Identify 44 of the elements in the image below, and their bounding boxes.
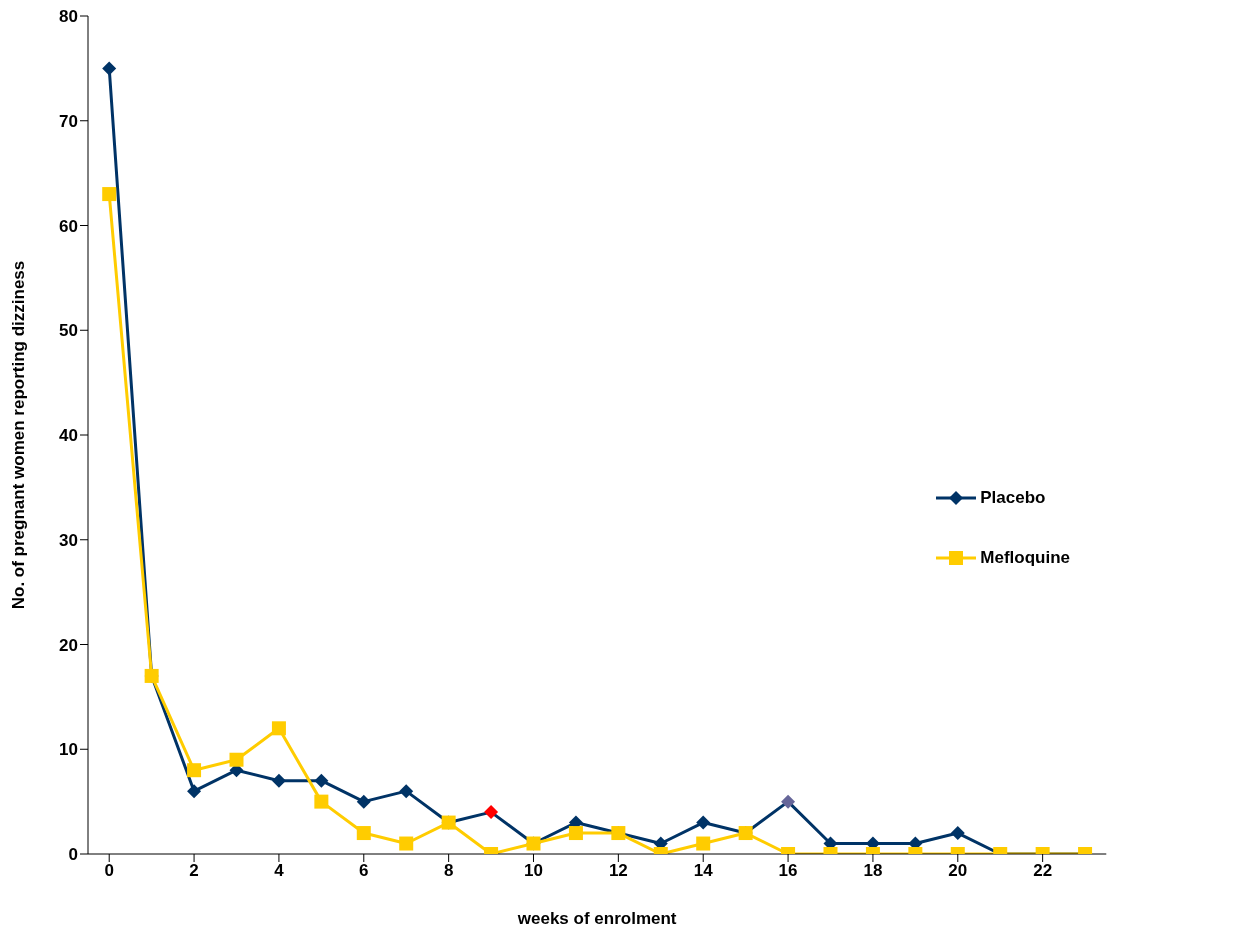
point	[187, 763, 202, 778]
point	[399, 784, 414, 799]
point	[271, 721, 286, 736]
x-tick-label: 8	[443, 861, 454, 881]
point	[696, 815, 711, 830]
legend-label: Placebo	[980, 488, 1046, 508]
x-tick-label: 18	[863, 861, 883, 881]
point	[696, 836, 711, 851]
point	[399, 836, 414, 851]
y-tick-label: 10	[59, 740, 78, 760]
y-tick-label: 80	[59, 7, 78, 27]
y-tick-label: 70	[59, 111, 78, 131]
x-tick-label: 4	[274, 861, 285, 881]
point	[356, 794, 371, 809]
point	[356, 826, 371, 841]
x-tick-label: 20	[948, 861, 968, 881]
x-tick-label: 16	[778, 861, 798, 881]
x-axis-title: weeks of enrolment	[516, 909, 677, 928]
point	[950, 826, 965, 841]
legend-label: Mefloquine	[980, 548, 1070, 568]
point	[229, 752, 244, 767]
y-tick-label: 30	[59, 530, 78, 550]
point	[568, 826, 583, 841]
x-tick-label: 0	[104, 861, 114, 881]
y-tick-label: 0	[68, 845, 78, 865]
x-tick-label: 2	[189, 861, 199, 881]
point	[102, 187, 117, 202]
x-tick-label: 14	[693, 861, 714, 881]
x-tick-label: 10	[524, 861, 543, 881]
point	[484, 805, 499, 820]
point	[271, 773, 286, 788]
point	[781, 794, 796, 809]
y-tick-label: 60	[59, 216, 78, 236]
point	[187, 784, 202, 799]
y-tick-label: 40	[59, 426, 78, 446]
x-tick-label: 12	[608, 861, 628, 881]
point	[314, 794, 329, 809]
point	[314, 773, 329, 788]
y-axis-title: No. of pregnant women reporting dizziness	[9, 260, 29, 610]
y-tick-label: 20	[59, 635, 78, 655]
point	[102, 61, 117, 76]
x-tick-label: 6	[359, 861, 369, 881]
y-tick-label: 50	[59, 321, 78, 341]
x-tick-label: 22	[1033, 861, 1053, 881]
